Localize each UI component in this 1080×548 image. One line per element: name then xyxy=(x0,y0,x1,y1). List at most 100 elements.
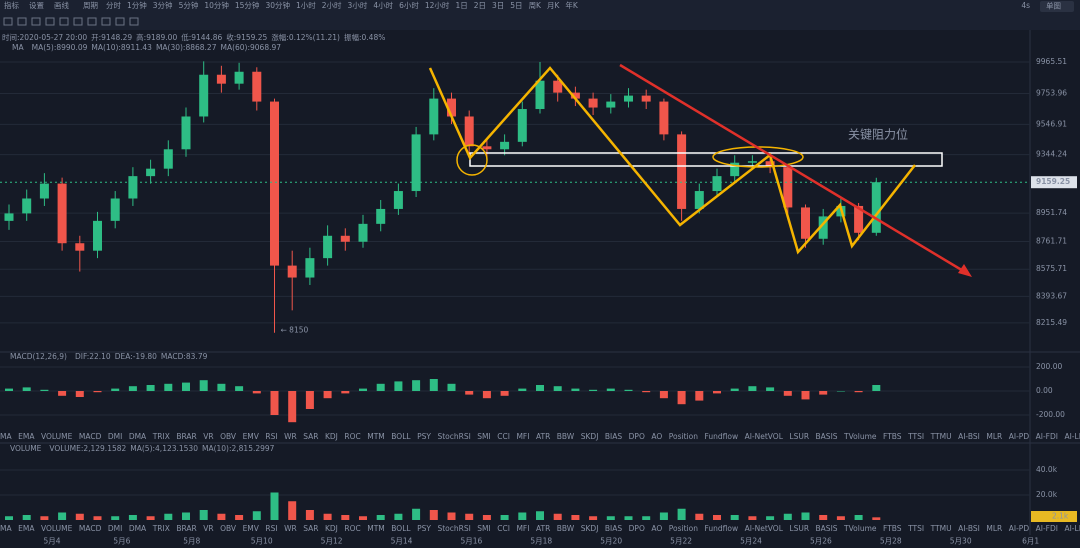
indicator-tab[interactable]: Fundflow xyxy=(704,432,738,441)
indicator-tab[interactable]: BOLL xyxy=(391,432,411,441)
indicator-tab[interactable]: AI-LI xyxy=(1064,524,1080,533)
draw-tool-icon[interactable] xyxy=(73,17,83,26)
period-option[interactable]: 10分钟 xyxy=(204,0,229,10)
draw-tool-icon[interactable] xyxy=(31,17,41,26)
draw-tool-icon[interactable] xyxy=(59,17,69,26)
layout-label[interactable]: 单图 xyxy=(1046,1,1061,11)
indicator-tab[interactable]: TTSI xyxy=(907,524,924,533)
indicator-tab[interactable]: BIAS xyxy=(605,524,622,533)
indicator-tab[interactable]: CCI xyxy=(497,432,510,441)
draw-tool-icon[interactable] xyxy=(3,17,13,26)
indicator-tab[interactable]: MFI xyxy=(516,524,529,533)
indicator-tab[interactable]: EMA xyxy=(18,432,35,441)
menu-item[interactable]: 画线 xyxy=(54,0,69,10)
indicator-tab[interactable]: DMI xyxy=(108,432,122,441)
indicator-tab[interactable]: AI-NetVOL xyxy=(745,524,784,533)
period-option[interactable]: 5分钟 xyxy=(179,0,199,10)
indicator-tab[interactable]: AI-NetVOL xyxy=(745,432,784,441)
indicator-tab[interactable]: SMI xyxy=(477,432,490,441)
indicator-tab[interactable]: FTBS xyxy=(883,524,902,533)
indicator-tab[interactable]: PSY xyxy=(417,432,431,441)
indicator-tab[interactable]: EMA xyxy=(18,524,35,533)
period-option[interactable]: 4小时 xyxy=(373,0,393,10)
indicator-tab[interactable]: Position xyxy=(669,432,698,441)
draw-tool-icon[interactable] xyxy=(129,17,139,26)
period-option[interactable]: 月K xyxy=(547,1,560,10)
indicator-tab[interactable]: AI-FDI xyxy=(1036,524,1058,533)
indicator-tab[interactable]: EMV xyxy=(243,432,260,441)
indicator-tab[interactable]: KDJ xyxy=(325,432,338,441)
indicator-tab[interactable]: MLR xyxy=(986,524,1002,533)
period-option[interactable]: 周K xyxy=(529,1,542,10)
indicator-tab[interactable]: BOLL xyxy=(391,524,411,533)
indicator-tab[interactable]: MA xyxy=(0,432,12,441)
indicator-tab[interactable]: MA xyxy=(0,524,12,533)
indicator-tab[interactable]: FTBS xyxy=(883,432,902,441)
indicator-tab[interactable]: BASIS xyxy=(816,432,838,441)
draw-tool-icon[interactable] xyxy=(45,17,55,26)
indicator-tab[interactable]: DMA xyxy=(129,432,147,441)
indicator-tab[interactable]: LSUR xyxy=(789,524,809,533)
indicator-tab[interactable]: SKDJ xyxy=(581,432,599,441)
indicator-tab[interactable]: MTM xyxy=(367,524,385,533)
indicator-tab[interactable]: AI-BSI xyxy=(958,524,980,533)
indicator-tab[interactable]: MLR xyxy=(986,432,1002,441)
indicator-tab[interactable]: SAR xyxy=(303,524,318,533)
indicator-tab[interactable]: AO xyxy=(651,432,662,441)
indicator-tab[interactable]: VR xyxy=(203,524,213,533)
indicator-tab[interactable]: AI-LI xyxy=(1064,432,1080,441)
indicator-tab[interactable]: RSI xyxy=(265,524,277,533)
indicator-tab[interactable]: SMI xyxy=(477,524,490,533)
period-option[interactable]: 1分钟 xyxy=(127,0,147,10)
indicator-tab[interactable]: AI-PD xyxy=(1009,524,1030,533)
period-option[interactable]: 30分钟 xyxy=(265,0,290,10)
indicator-tab[interactable]: MACD xyxy=(79,432,102,441)
indicator-tab[interactable]: RSI xyxy=(265,432,277,441)
indicator-tab[interactable]: VOLUME xyxy=(41,432,73,441)
period-option[interactable]: 5日 xyxy=(510,1,522,10)
draw-tool-icon[interactable] xyxy=(101,17,111,26)
period-option[interactable]: 2日 xyxy=(474,1,486,10)
indicator-tab[interactable]: MACD xyxy=(79,524,102,533)
period-option[interactable]: 3分钟 xyxy=(153,0,173,10)
indicator-tab[interactable]: MFI xyxy=(516,432,529,441)
indicator-tab[interactable]: OBV xyxy=(220,524,237,533)
indicator-tab[interactable]: CCI xyxy=(497,524,510,533)
indicator-tab[interactable]: BBW xyxy=(557,524,575,533)
period-option[interactable]: 3日 xyxy=(492,1,504,10)
indicator-tab[interactable]: TVolume xyxy=(843,524,877,533)
menu-item[interactable]: 指标 xyxy=(4,0,19,10)
period-option[interactable]: 6小时 xyxy=(399,0,419,10)
indicator-tab[interactable]: ROC xyxy=(344,524,360,533)
period-option[interactable]: 1日 xyxy=(455,1,467,10)
period-option[interactable]: 1小时 xyxy=(296,0,316,10)
indicator-tab[interactable]: WR xyxy=(284,432,297,441)
indicator-tab[interactable]: StochRSI xyxy=(437,432,470,441)
indicator-tab[interactable]: TVolume xyxy=(843,432,877,441)
indicator-tab[interactable]: WR xyxy=(284,524,297,533)
period-option[interactable]: 3小时 xyxy=(348,0,368,10)
indicator-tab[interactable]: TTMU xyxy=(930,432,952,441)
indicator-tab[interactable]: AI-PD xyxy=(1009,432,1030,441)
menu-item[interactable]: 设置 xyxy=(29,0,44,10)
period-option[interactable]: 12小时 xyxy=(425,0,450,10)
indicator-tab[interactable]: BRAR xyxy=(176,524,196,533)
indicator-tab[interactable]: TRIX xyxy=(152,432,170,441)
indicator-tab[interactable]: EMV xyxy=(243,524,260,533)
indicator-tab[interactable]: Fundflow xyxy=(704,524,738,533)
indicator-tab[interactable]: TRIX xyxy=(152,524,170,533)
indicator-tab[interactable]: DPO xyxy=(629,432,645,441)
indicator-tab[interactable]: VR xyxy=(203,432,213,441)
indicator-tab[interactable]: BASIS xyxy=(816,524,838,533)
period-option[interactable]: 年K xyxy=(565,0,578,10)
indicator-tab[interactable]: Position xyxy=(669,524,698,533)
draw-tool-icon[interactable] xyxy=(115,17,125,26)
indicator-tab[interactable]: SKDJ xyxy=(581,524,599,533)
indicator-tab[interactable]: TTSI xyxy=(907,432,924,441)
indicator-tab[interactable]: AI-FDI xyxy=(1036,432,1058,441)
period-option[interactable]: 分时 xyxy=(106,0,121,10)
indicator-tab[interactable]: SAR xyxy=(303,432,318,441)
indicator-tab[interactable]: TTMU xyxy=(930,524,952,533)
indicator-tab[interactable]: ATR xyxy=(536,524,550,533)
indicator-tab[interactable]: AI-BSI xyxy=(958,432,980,441)
